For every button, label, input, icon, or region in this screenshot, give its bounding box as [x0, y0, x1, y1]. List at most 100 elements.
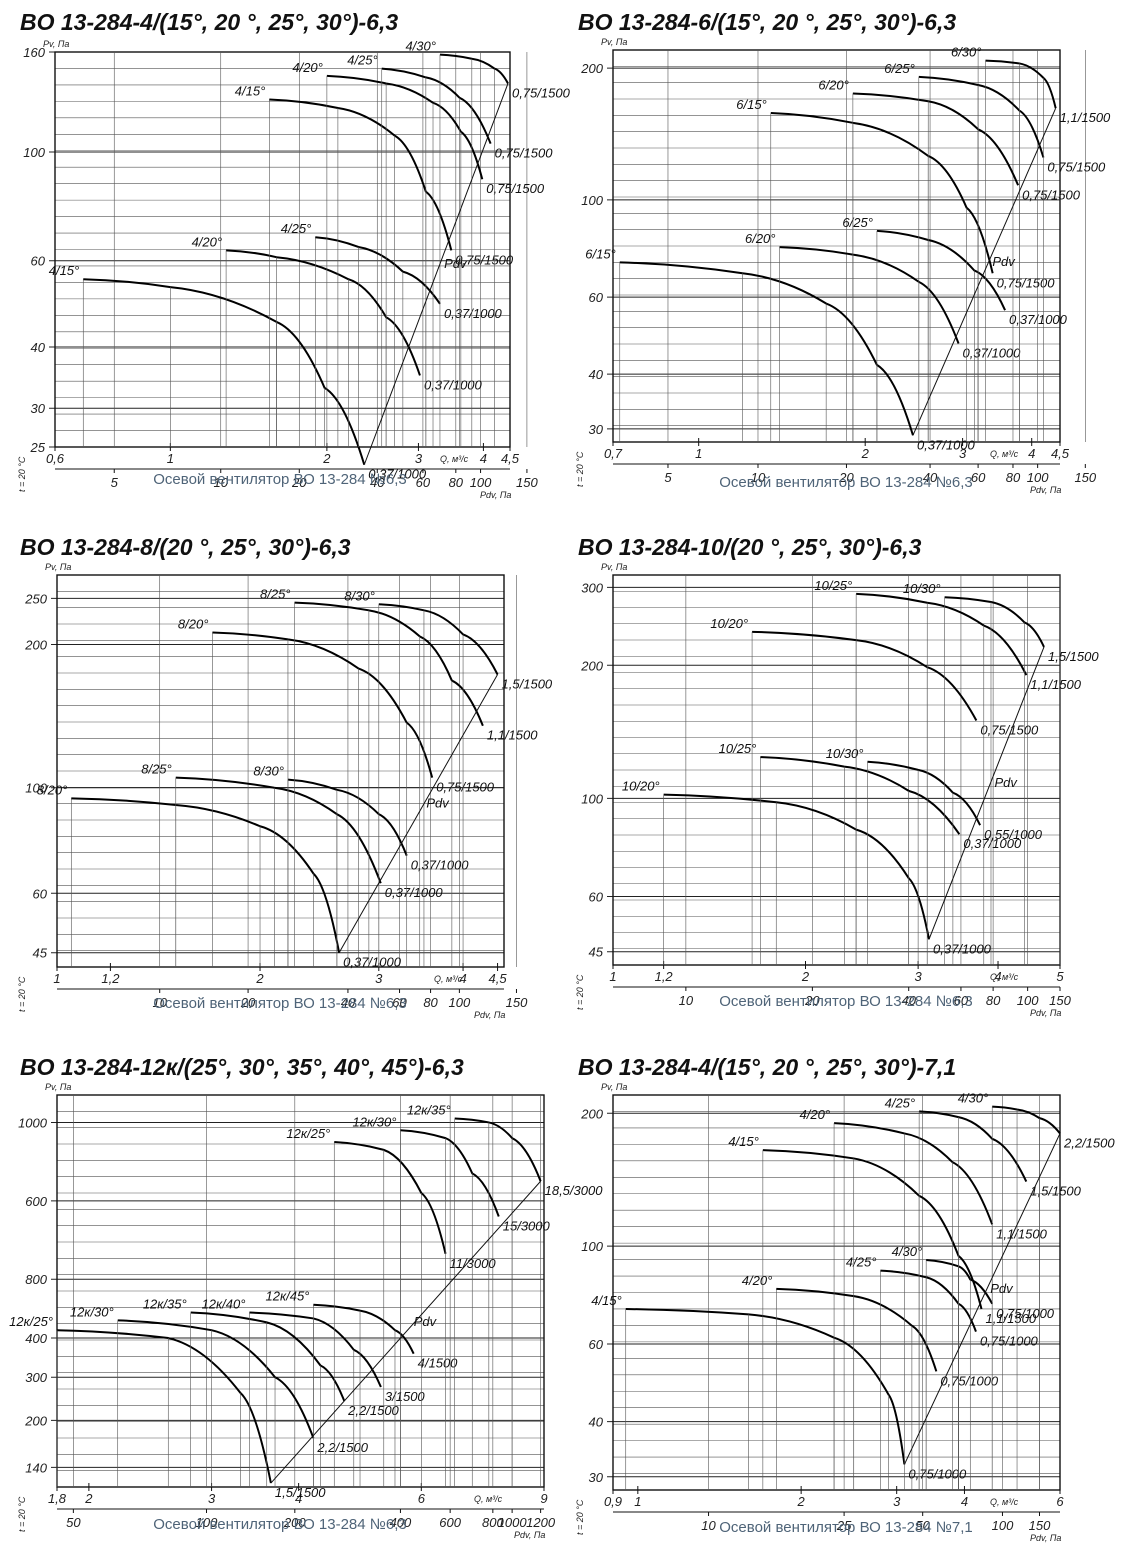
y-tick-label: 200 — [24, 1413, 47, 1428]
plot-frame — [54, 51, 511, 448]
curve-label: 4/30° — [405, 39, 436, 54]
y-tick-label: 200 — [580, 1106, 603, 1121]
q-tick-label: 1 — [167, 451, 174, 466]
curve-end-label: 1,1/1500 — [996, 1226, 1047, 1241]
curve-end-label: 1,5/1500 — [275, 1485, 326, 1500]
curve-label: 6/25° — [884, 61, 915, 76]
curve-end-label: 2,2/1500 — [1063, 1135, 1115, 1150]
pdv-axis-label: Pdv, Па — [480, 490, 511, 500]
q-tick-label: 4,5 — [489, 971, 508, 986]
y-tick-label: 200 — [580, 658, 603, 673]
pdv-tick-label: 60 — [392, 995, 407, 1010]
pdv-tick-label: 600 — [439, 1515, 461, 1530]
curve-end-label: 15/3000 — [503, 1219, 551, 1234]
performance-curve — [760, 756, 961, 835]
curve-label: 12к/45° — [266, 1289, 310, 1304]
performance-curve — [83, 278, 366, 466]
y-tick-label: 1000 — [18, 1115, 48, 1130]
q-tick-label: 4 — [459, 971, 466, 986]
performance-curve — [944, 596, 1045, 648]
curve-label: 8/25° — [260, 587, 291, 602]
curve-end-label: 0,37/1000 — [1009, 312, 1068, 327]
pdv-diagonal — [363, 83, 509, 465]
y-tick-label: 400 — [25, 1331, 47, 1346]
q-axis-label: Q, м³/с — [990, 972, 1019, 982]
pdv-diagonal-label: Pdv — [992, 254, 1016, 269]
performance-curve — [779, 246, 960, 344]
curve-label: 8/25° — [141, 762, 172, 777]
performance-curve — [378, 603, 499, 675]
q-tick-label: 9 — [540, 1491, 547, 1506]
curve-label: 6/25° — [842, 215, 873, 230]
q-tick-label: 1 — [634, 1494, 641, 1509]
curve-end-label: 1,1/1500 — [1060, 110, 1111, 125]
q-tick-label: 4 — [961, 1494, 968, 1509]
pdv-tick-label: 20 — [240, 995, 256, 1010]
chart-caption: Осевой вентилятор ВО 13-284 №6,3 — [153, 471, 407, 488]
performance-curve — [625, 1308, 906, 1465]
performance-curve — [454, 1117, 542, 1182]
plot-frame — [56, 574, 505, 968]
curve-end-label: 1,1/1500 — [986, 1311, 1037, 1326]
curve-label: 4/25° — [885, 1095, 916, 1110]
curve-end-label: 0,75/1500 — [1022, 187, 1081, 202]
y-tick-label: 40 — [589, 367, 604, 382]
curve-end-label: 1,1/1500 — [1030, 677, 1081, 692]
curve-end-label: 0,75/1000 — [996, 1306, 1055, 1321]
curve-label: 4/30° — [958, 1091, 989, 1106]
performance-curve — [400, 1129, 500, 1217]
curve-end-label: 0,37/1000 — [411, 858, 470, 873]
q-tick-label: 0,7 — [604, 446, 623, 461]
q-tick-label: 6 — [418, 1491, 426, 1506]
pdv-tick-label: 100 — [992, 1518, 1014, 1533]
curve-end-label: 1,1/1500 — [487, 728, 538, 743]
t-label: t = 20 °C — [575, 451, 585, 487]
y-tick-label: 60 — [31, 254, 46, 269]
performance-curve — [926, 1258, 994, 1305]
q-axis-label: Q, м³/с — [990, 1497, 1019, 1507]
curve-end-label: 0,55/1000 — [984, 827, 1043, 842]
pdv-tick-label: 40 — [923, 470, 938, 485]
q-axis-label: Q, м³/с — [440, 454, 469, 464]
q-tick-label: 3 — [915, 969, 923, 984]
pdv-tick-label: 50 — [66, 1515, 81, 1530]
performance-curve — [834, 1122, 994, 1225]
chart-caption: Осевой вентилятор ВО 13-284 №6,3 — [719, 993, 973, 1010]
chart-panel-1: BO 13-284-4/(15°, 20 °, 25°, 30°)-6,3 Pv,… — [15, 9, 571, 500]
y-tick-label: 45 — [589, 945, 604, 960]
curve-label: 4/20° — [800, 1107, 831, 1122]
chart-svg: BO 13-284-6/(15°, 20 °, 25°, 30°)-6,3 Pv,… — [575, 9, 1111, 495]
y-tick-label: 100 — [25, 781, 47, 796]
curve-end-label: 0,75/1500 — [997, 275, 1056, 290]
performance-curve — [212, 631, 434, 778]
plot-frame — [56, 1094, 545, 1488]
curve-label: 10/25° — [814, 578, 852, 593]
performance-curve — [776, 1287, 938, 1372]
performance-curve — [762, 1149, 983, 1310]
pdv-tick-label: 100 — [1027, 470, 1049, 485]
curve-end-label: 2,2/1500 — [316, 1440, 368, 1455]
chart-panel-6: BO 13-284-4/(15°, 20 °, 25°, 30°)-7,1 Pv,… — [573, 1054, 1118, 1543]
y-tick-label: 100 — [581, 193, 603, 208]
curve-end-label: 0,37/1000 — [424, 377, 483, 392]
pdv-tick-label: 100 — [1017, 993, 1039, 1008]
pdv-tick-label: 25 — [836, 1518, 852, 1533]
q-tick-label: 2 — [84, 1491, 93, 1506]
curve-label: 8/20° — [178, 616, 209, 631]
curve-end-label: 0,37/1000 — [963, 346, 1022, 361]
y-tick-label: 300 — [581, 580, 603, 595]
pdv-tick-label: 10 — [152, 995, 167, 1010]
curve-label: 6/20° — [818, 78, 849, 93]
y-tick-label: 30 — [589, 422, 604, 437]
q-tick-label: 3 — [893, 1494, 901, 1509]
q-tick-label: 1 — [53, 971, 60, 986]
pdv-axis-label: Pdv, Па — [474, 1010, 505, 1020]
pdv-diagonal — [338, 674, 498, 953]
performance-curve — [287, 778, 408, 856]
curve-end-label: 18,5/3000 — [545, 1183, 604, 1198]
performance-curve — [663, 793, 930, 940]
pdv-tick-label: 1200 — [526, 1515, 556, 1530]
q-tick-label: 1,2 — [101, 971, 120, 986]
curve-end-label: 0,75/1000 — [980, 1334, 1039, 1349]
curve-end-label: 0,75/1500 — [436, 780, 495, 795]
